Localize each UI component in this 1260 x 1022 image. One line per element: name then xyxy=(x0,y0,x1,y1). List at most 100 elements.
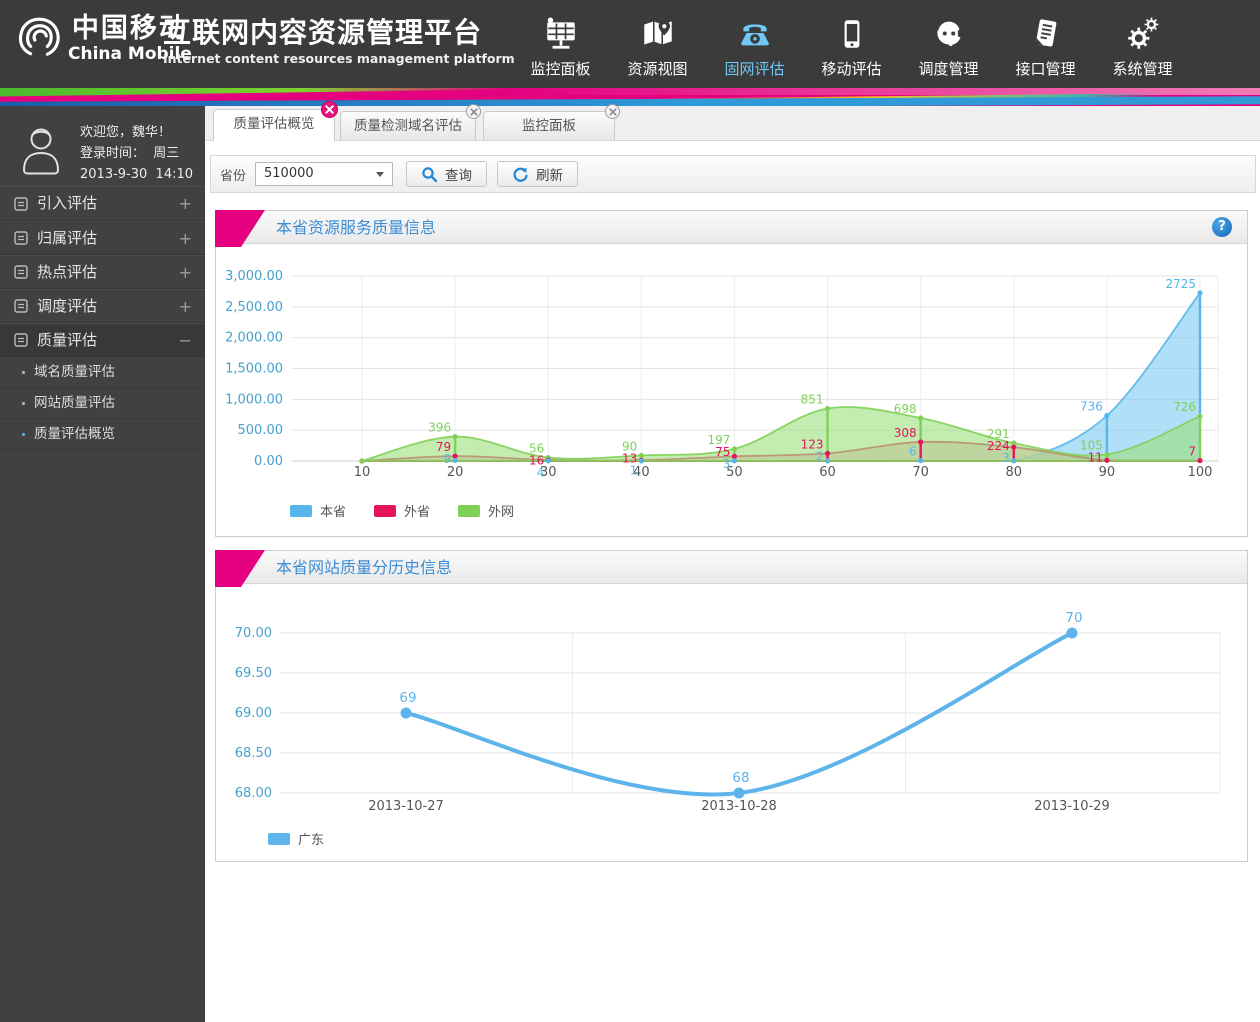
nav-item-fixed-network-eval[interactable]: 固网评估 xyxy=(706,0,803,88)
sidebar-subitem-domain-quality-eval[interactable]: 域名质量评估 xyxy=(0,357,205,388)
sidebar-subitem-label: 质量评估概览 xyxy=(34,426,115,442)
svg-text:50: 50 xyxy=(726,465,743,480)
panel-resource-service-quality: 本省资源服务质量信息 ? 3,000.00 2,500.00 2,000.00 1,5… xyxy=(215,210,1248,537)
close-icon[interactable] xyxy=(605,104,620,119)
sidebar-item-hotspot-eval[interactable]: 热点评估 + xyxy=(0,255,205,289)
nav-item-dispatch-mgmt[interactable]: 调度管理 xyxy=(900,0,997,88)
sidebar-subitem-quality-eval-overview[interactable]: 质量评估概览 xyxy=(0,419,205,450)
login-day: 周三 xyxy=(153,146,180,161)
sidebar-menu: 引入评估 + 归属评估 + 热点评估 + 调度评估 + 质量评估 − xyxy=(0,186,205,450)
page-subtitle: Internet content resources management pl… xyxy=(163,51,515,66)
svg-text:6: 6 xyxy=(909,445,917,459)
bullet-icon xyxy=(22,402,25,405)
tab-quality-eval-overview[interactable]: 质量评估概览 xyxy=(213,101,338,141)
legend-item[interactable]: 外省 xyxy=(374,501,430,520)
svg-text:68.50: 68.50 xyxy=(235,746,272,761)
tab-label: 质量评估概览 xyxy=(233,116,315,132)
decor-stripe xyxy=(0,88,1260,106)
filter-bar: 省份 510000 查询 刷新 xyxy=(210,155,1256,193)
legend-item[interactable]: 本省 xyxy=(290,501,346,520)
sidebar-item-attribution-eval[interactable]: 归属评估 + xyxy=(0,221,205,255)
nav-label: 调度管理 xyxy=(918,60,979,78)
brand-text: 中国移动 China Mobile xyxy=(68,13,192,65)
province-select[interactable]: 510000 xyxy=(255,162,394,186)
login-date-line: 2013-9-30 14:10 xyxy=(80,164,193,185)
bullet-icon xyxy=(22,371,25,374)
svg-text:2,000.00: 2,000.00 xyxy=(225,331,283,346)
nav-item-monitor-panel[interactable]: 监控面板 xyxy=(512,0,609,88)
province-select-value: 510000 xyxy=(264,166,314,181)
area-chart-resource-quality: 3,000.00 2,500.00 2,000.00 1,500.00 1,000.00… xyxy=(225,269,1219,480)
chart-legend: 广东 xyxy=(268,829,352,848)
svg-text:30: 30 xyxy=(540,465,557,480)
user-info-text: 欢迎您，魏华！ 登录时间： 周三 2013-9-30 14:10 xyxy=(80,122,193,182)
help-icon[interactable]: ? xyxy=(1212,217,1232,237)
svg-text:698: 698 xyxy=(894,402,917,416)
svg-text:3: 3 xyxy=(723,457,731,471)
tab-monitor-panel[interactable]: 监控面板 xyxy=(483,104,620,141)
svg-text:60: 60 xyxy=(819,465,836,480)
expand-plus-icon[interactable]: + xyxy=(178,296,192,316)
svg-text:1,500.00: 1,500.00 xyxy=(225,362,283,377)
login-time: 14:10 xyxy=(155,167,194,182)
avatar-icon xyxy=(14,122,68,175)
expand-plus-icon[interactable]: + xyxy=(178,228,192,248)
refresh-button[interactable]: 刷新 xyxy=(497,161,579,187)
sidebar: 欢迎您，魏华！ 登录时间： 周三 2013-9-30 14:10 引入评估 + … xyxy=(0,106,205,1022)
chevron-down-icon xyxy=(376,172,385,177)
decor-stripe-blue xyxy=(0,96,1260,106)
svg-text:500.00: 500.00 xyxy=(238,423,284,438)
svg-text:736: 736 xyxy=(1080,400,1103,414)
nav-label: 系统管理 xyxy=(1112,60,1173,78)
nav-label: 监控面板 xyxy=(530,60,591,78)
collapse-minus-icon[interactable]: − xyxy=(178,330,192,350)
search-button[interactable]: 查询 xyxy=(406,161,488,187)
expand-plus-icon[interactable]: + xyxy=(178,194,192,213)
sidebar-item-import-eval[interactable]: 引入评估 + xyxy=(0,187,205,221)
svg-text:1: 1 xyxy=(630,463,638,477)
legend-swatch xyxy=(374,504,397,517)
svg-text:9: 9 xyxy=(443,452,451,466)
panel-header: 本省资源服务质量信息 ? xyxy=(215,210,1247,247)
nav-item-mobile-eval[interactable]: 移动评估 xyxy=(803,0,900,88)
legend-item[interactable]: 外网 xyxy=(458,501,514,520)
svg-text:396: 396 xyxy=(428,421,451,435)
document-icon xyxy=(14,265,28,279)
brand-name-cn: 中国移动 xyxy=(71,13,188,44)
legend-label: 本省 xyxy=(320,505,347,520)
login-time-line: 登录时间： 周三 xyxy=(80,143,193,164)
svg-text:4: 4 xyxy=(537,466,545,480)
nav-item-interface-mgmt[interactable]: 接口管理 xyxy=(997,0,1094,88)
legend-item[interactable]: 广东 xyxy=(268,829,324,848)
panel-header: 本省网站质量分历史信息 xyxy=(215,550,1247,587)
svg-text:2013-10-29: 2013-10-29 xyxy=(1034,799,1110,814)
gears-icon xyxy=(1124,14,1162,54)
province-label: 省份 xyxy=(220,168,247,184)
close-icon[interactable] xyxy=(321,101,338,118)
sidebar-item-dispatch-eval[interactable]: 调度评估 + xyxy=(0,289,205,323)
bullet-icon xyxy=(22,433,25,436)
search-button-label: 查询 xyxy=(445,168,473,184)
nav-label: 接口管理 xyxy=(1015,60,1076,78)
map-icon xyxy=(639,14,677,54)
legend-swatch xyxy=(268,832,290,845)
svg-text:224: 224 xyxy=(987,439,1010,453)
nav-item-system-mgmt[interactable]: 系统管理 xyxy=(1094,0,1191,88)
sidebar-item-label: 热点评估 xyxy=(37,262,98,281)
svg-text:11: 11 xyxy=(1088,451,1103,465)
expand-plus-icon[interactable]: + xyxy=(178,262,192,282)
tab-quality-domain-eval[interactable]: 质量检测域名评估 xyxy=(340,104,481,141)
panel-website-quality-history: 本省网站质量分历史信息 70.00 69.50 69.00 68.50 68.00 201… xyxy=(215,550,1248,862)
close-icon[interactable] xyxy=(466,104,481,119)
legend-swatch xyxy=(290,504,312,517)
tab-label: 监控面板 xyxy=(522,118,576,134)
chart-legend: 本省 外省 外网 xyxy=(290,501,542,520)
mobile-icon xyxy=(833,14,871,54)
document-icon xyxy=(14,231,28,245)
sidebar-item-quality-eval[interactable]: 质量评估 − xyxy=(0,323,205,357)
sidebar-subitem-website-quality-eval[interactable]: 网站质量评估 xyxy=(0,388,205,419)
legend-swatch xyxy=(458,504,481,517)
svg-text:16: 16 xyxy=(529,454,544,468)
nav-item-resource-view[interactable]: 资源视图 xyxy=(609,0,706,88)
